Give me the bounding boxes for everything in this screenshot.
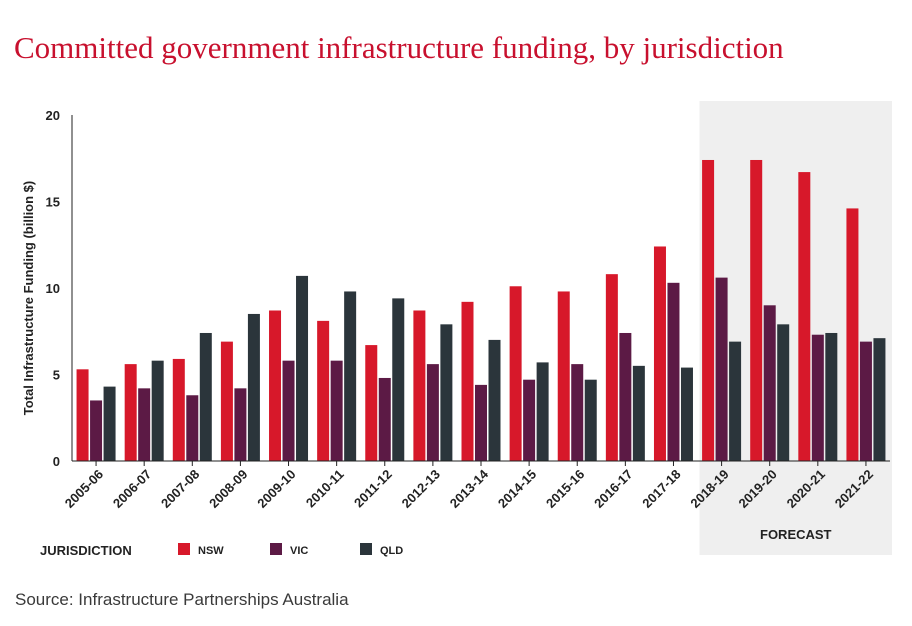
legend-label-vic: VIC (290, 545, 308, 557)
legend-label-qld: QLD (380, 545, 403, 557)
x-tick-label: 2009-10 (254, 467, 298, 511)
x-tick-label: 2007-08 (158, 467, 202, 511)
x-tick-label: 2008-09 (206, 467, 250, 511)
x-tick-label: 2006-07 (110, 467, 154, 511)
bar-qld-2018-19 (729, 341, 742, 461)
bar-qld-2010-11 (344, 291, 357, 461)
bar-vic-2015-16 (571, 364, 584, 461)
x-tick-label: 2016-17 (591, 467, 635, 511)
legend-label-nsw: NSW (198, 545, 224, 557)
bar-vic-2013-14 (475, 384, 487, 461)
x-tick-label: 2011-12 (351, 467, 395, 511)
x-tick-label: 2014-15 (495, 467, 539, 511)
legend-swatch-vic (270, 543, 282, 555)
bar-vic-2005-06 (90, 400, 103, 461)
bar-qld-2019-20 (777, 324, 790, 461)
bar-nsw-2014-15 (509, 286, 522, 461)
source-note: Source: Infrastructure Partnerships Aust… (15, 590, 349, 609)
bar-nsw-2006-07 (124, 364, 137, 461)
legend-title: JURISDICTION (40, 543, 132, 558)
bar-nsw-2018-19 (702, 159, 715, 462)
x-tick-label: 2015-16 (543, 467, 587, 511)
forecast-region (699, 101, 892, 555)
bars-group (76, 159, 886, 462)
chart-title: Committed government infrastructure fund… (14, 30, 784, 65)
bar-qld-2008-09 (247, 313, 260, 461)
bar-vic-2012-13 (426, 364, 439, 461)
bar-qld-2015-16 (584, 379, 597, 461)
bar-qld-2020-21 (825, 332, 838, 461)
bar-qld-2011-12 (392, 298, 405, 461)
bar-vic-2017-18 (667, 282, 680, 461)
bar-vic-2006-07 (138, 388, 151, 461)
bar-nsw-2019-20 (750, 159, 763, 462)
y-tick-label: 5 (53, 368, 60, 383)
bar-nsw-2009-10 (269, 310, 282, 461)
bar-vic-2020-21 (811, 334, 824, 461)
y-ticks: 0 5 10 15 20 (46, 108, 60, 469)
bar-nsw-2005-06 (76, 369, 89, 461)
bar-qld-2017-18 (680, 367, 693, 461)
bar-nsw-2015-16 (557, 291, 570, 461)
bar-vic-2008-09 (234, 388, 247, 461)
y-tick-label: 15 (46, 195, 60, 210)
bar-nsw-2010-11 (317, 320, 330, 461)
bar-vic-2021-22 (859, 341, 872, 461)
bar-nsw-2017-18 (653, 246, 666, 461)
bar-qld-2009-10 (296, 275, 309, 461)
y-tick-label: 20 (46, 108, 60, 123)
bar-nsw-2021-22 (846, 208, 859, 461)
bar-nsw-2020-21 (798, 172, 811, 461)
bar-vic-2009-10 (282, 360, 295, 461)
bar-vic-2018-19 (715, 277, 728, 461)
x-tick-label: 2010-11 (303, 467, 347, 511)
bar-nsw-2016-17 (605, 274, 618, 461)
bar-vic-2007-08 (186, 395, 199, 461)
y-tick-label: 0 (53, 454, 60, 469)
bar-nsw-2007-08 (172, 358, 185, 461)
bar-nsw-2008-09 (220, 341, 233, 461)
bar-vic-2011-12 (378, 377, 391, 461)
bar-vic-2019-20 (763, 305, 776, 461)
bar-qld-2013-14 (488, 339, 501, 461)
bar-qld-2006-07 (151, 360, 164, 461)
forecast-label: FORECAST (760, 527, 832, 542)
y-tick-label: 10 (46, 281, 60, 296)
bar-nsw-2011-12 (365, 345, 378, 461)
bar-qld-2016-17 (632, 365, 645, 461)
bar-qld-2014-15 (536, 362, 549, 461)
legend-swatch-nsw (178, 543, 190, 555)
bar-qld-2007-08 (199, 332, 212, 461)
x-tick-label: 2012-13 (399, 467, 443, 511)
bar-vic-2014-15 (523, 379, 536, 461)
bar-nsw-2013-14 (461, 301, 474, 461)
x-tick-label: 2017-18 (639, 467, 683, 511)
bar-nsw-2012-13 (413, 310, 426, 461)
x-tick-label: 2013-14 (447, 466, 492, 511)
x-tick-label: 2005-06 (62, 467, 106, 511)
legend: JURISDICTION NSW VIC QLD (40, 543, 403, 558)
bar-qld-2021-22 (873, 338, 886, 461)
bar-vic-2010-11 (330, 360, 343, 461)
legend-swatch-qld (360, 543, 372, 555)
bar-vic-2016-17 (619, 332, 632, 461)
bar-qld-2012-13 (440, 324, 453, 461)
bar-qld-2005-06 (103, 386, 116, 461)
y-axis-label: Total Infrastructure Funding (billion $) (21, 181, 36, 415)
